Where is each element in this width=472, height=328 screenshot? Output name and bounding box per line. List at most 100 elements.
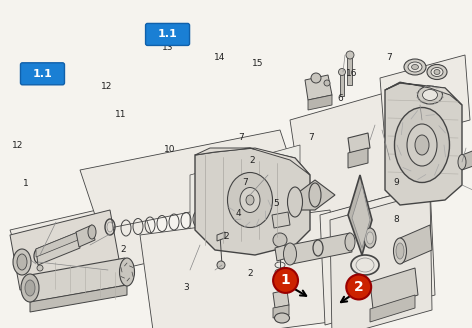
Ellipse shape (309, 183, 321, 207)
Ellipse shape (217, 261, 225, 269)
Polygon shape (330, 192, 432, 328)
Text: 7: 7 (309, 133, 314, 142)
Ellipse shape (275, 313, 289, 323)
Text: 2: 2 (224, 232, 229, 241)
Polygon shape (462, 150, 472, 170)
Ellipse shape (346, 51, 354, 59)
Ellipse shape (396, 243, 404, 259)
Ellipse shape (415, 135, 429, 155)
Bar (340, 72, 344, 96)
Polygon shape (217, 232, 225, 241)
Ellipse shape (25, 280, 35, 296)
Polygon shape (272, 212, 290, 228)
Ellipse shape (240, 188, 260, 213)
Polygon shape (140, 210, 345, 328)
Text: 10: 10 (164, 145, 176, 154)
Text: 11: 11 (115, 110, 126, 119)
Text: 7: 7 (238, 133, 244, 142)
Polygon shape (224, 197, 244, 219)
Polygon shape (348, 148, 368, 168)
Ellipse shape (324, 80, 330, 86)
Text: 6: 6 (337, 94, 343, 103)
Ellipse shape (412, 65, 419, 70)
Text: 13: 13 (162, 43, 173, 52)
Text: 14: 14 (214, 53, 225, 62)
Ellipse shape (408, 62, 422, 72)
Ellipse shape (395, 108, 449, 182)
Polygon shape (190, 145, 300, 310)
Ellipse shape (17, 254, 27, 270)
Ellipse shape (407, 124, 437, 166)
Text: 2: 2 (247, 269, 253, 278)
Polygon shape (385, 83, 462, 205)
Ellipse shape (366, 232, 373, 244)
Text: 7: 7 (387, 53, 392, 62)
Text: 1: 1 (23, 179, 29, 188)
Ellipse shape (338, 69, 346, 75)
Ellipse shape (119, 258, 135, 286)
Polygon shape (380, 55, 470, 143)
FancyBboxPatch shape (145, 23, 190, 46)
Ellipse shape (394, 238, 406, 264)
Polygon shape (308, 95, 332, 110)
Polygon shape (195, 148, 310, 255)
Text: 12: 12 (12, 141, 24, 151)
Text: 1: 1 (281, 274, 290, 287)
Text: 7: 7 (243, 177, 248, 187)
Ellipse shape (431, 68, 443, 76)
Polygon shape (295, 180, 335, 210)
Polygon shape (348, 133, 370, 153)
Ellipse shape (418, 86, 443, 104)
Text: 2: 2 (354, 280, 363, 294)
Text: 3: 3 (184, 282, 189, 292)
Ellipse shape (284, 243, 296, 265)
Ellipse shape (228, 173, 272, 228)
Polygon shape (320, 185, 435, 325)
Polygon shape (305, 75, 332, 100)
Ellipse shape (422, 90, 438, 100)
FancyBboxPatch shape (20, 63, 65, 85)
Ellipse shape (235, 196, 245, 212)
Text: 1.1: 1.1 (33, 69, 52, 79)
Text: 4: 4 (236, 209, 241, 218)
Ellipse shape (13, 249, 31, 275)
Text: 12: 12 (101, 82, 112, 92)
Ellipse shape (215, 202, 221, 212)
Text: 15: 15 (252, 59, 263, 69)
Text: 16: 16 (346, 69, 357, 78)
Polygon shape (370, 268, 418, 309)
Polygon shape (10, 210, 120, 290)
Ellipse shape (37, 265, 43, 271)
Text: 9: 9 (394, 177, 399, 187)
Polygon shape (80, 130, 300, 230)
Polygon shape (195, 148, 310, 175)
Ellipse shape (404, 59, 426, 75)
Text: 1.1: 1.1 (158, 30, 177, 39)
Text: 2: 2 (120, 245, 126, 254)
Circle shape (273, 233, 287, 247)
Ellipse shape (213, 199, 223, 215)
Polygon shape (385, 82, 462, 105)
Polygon shape (10, 200, 160, 290)
Ellipse shape (21, 274, 39, 302)
Polygon shape (36, 232, 80, 265)
Polygon shape (30, 285, 127, 312)
Ellipse shape (458, 154, 466, 170)
Polygon shape (400, 225, 432, 263)
Ellipse shape (88, 225, 96, 239)
Ellipse shape (434, 70, 440, 74)
Polygon shape (275, 245, 287, 261)
Polygon shape (30, 258, 127, 302)
Circle shape (346, 275, 371, 299)
Text: 5: 5 (273, 199, 279, 208)
Ellipse shape (287, 187, 303, 217)
Polygon shape (76, 225, 95, 247)
Polygon shape (348, 175, 372, 255)
Polygon shape (370, 295, 415, 322)
Bar (347, 55, 352, 85)
Ellipse shape (345, 233, 355, 251)
Ellipse shape (246, 195, 254, 205)
Text: 2: 2 (250, 156, 255, 165)
Polygon shape (273, 305, 289, 318)
Ellipse shape (311, 73, 321, 83)
